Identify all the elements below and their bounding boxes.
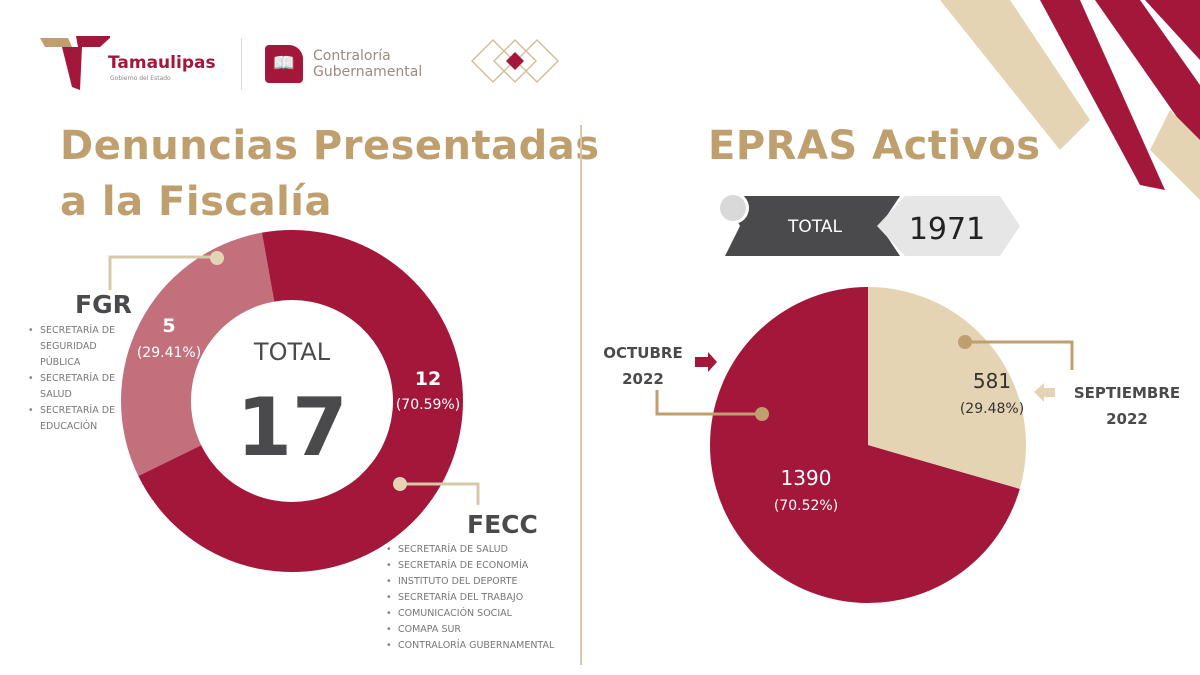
list-item: CONTRALORÍA GUBERNAMENTAL — [386, 638, 586, 654]
left-title-line2: a la Fiscalía — [60, 179, 333, 225]
fgr-pct: (29.41%) — [137, 345, 201, 361]
fgr-leader-dot — [210, 251, 224, 265]
epras-total-value: 1971 — [909, 212, 985, 247]
list-item: SECRETARÍA DE ECONOMÍA — [386, 558, 586, 574]
septiembre-label: SEPTIEMBRE 2022 — [1062, 380, 1192, 432]
donut-total-value: 17 — [236, 381, 347, 474]
septiembre-label-month: SEPTIEMBRE — [1073, 384, 1181, 402]
sep-arrow-icon — [1034, 383, 1055, 402]
list-item: SECRETARÍA DE EDUCACIÓN — [28, 403, 128, 435]
donut-total-label: TOTAL — [253, 338, 331, 366]
fgr-value: 5 — [162, 315, 175, 337]
octubre-label-year: 2022 — [622, 370, 664, 388]
fecc-label: FECC — [467, 510, 538, 539]
sep-pct: (29.48%) — [960, 401, 1024, 417]
fecc-value: 12 — [415, 368, 441, 390]
fecc-pct: (70.59%) — [396, 397, 460, 413]
tamaulipas-logo — [40, 35, 112, 94]
oct-pct: (70.52%) — [774, 498, 838, 514]
fecc-list: SECRETARÍA DE SALUD SECRETARÍA DE ECONOM… — [386, 542, 586, 654]
sep-value: 581 — [973, 369, 1011, 393]
book-icon: 📖 — [265, 45, 303, 83]
banner-circle-icon — [720, 195, 746, 221]
diamond-emblem-icon — [470, 38, 560, 84]
tamaulipas-t-icon — [40, 36, 112, 90]
list-item: COMUNICACIÓN SOCIAL — [386, 606, 586, 622]
fecc-leader-line — [400, 482, 480, 505]
list-item: COMAPA SUR — [386, 622, 586, 638]
tamaulipas-name: Tamaulipas — [108, 53, 216, 73]
list-item: SECRETARÍA DE SALUD — [28, 371, 128, 403]
contraloria-line2: Gubernamental — [313, 64, 423, 80]
donut-slice-fgr[interactable] — [120, 232, 275, 476]
list-item: SECRETARÍA DE SALUD — [386, 542, 586, 558]
oct-value: 1390 — [781, 466, 832, 490]
tamaulipas-sub: Gobierno del Estado — [110, 75, 171, 82]
total-label-banner — [725, 196, 900, 256]
left-title: Denuncias Presentadas a la Fiscalía — [60, 118, 600, 230]
list-item: SECRETARÍA DEL TRABAJO — [386, 590, 586, 606]
contraloria-line1: Contraloría — [313, 48, 391, 64]
septiembre-label-year: 2022 — [1106, 410, 1148, 428]
list-item: SECRETARÍA DE SEGURIDAD PÚBLICA — [28, 323, 128, 371]
donut-slice-fecc[interactable] — [138, 230, 463, 572]
sep-leader-dot — [958, 335, 972, 349]
left-title-line1: Denuncias Presentadas — [60, 123, 600, 169]
donut-chart: TOTAL 17 5 (29.41%) 12 (70.59%) — [108, 230, 480, 572]
contraloria-logo-text: Contraloría Gubernamental — [313, 48, 422, 80]
fgr-list: SECRETARÍA DE SEGURIDAD PÚBLICA SECRETAR… — [28, 323, 128, 435]
fgr-label: FGR — [75, 290, 132, 319]
pie-slice-octubre[interactable] — [710, 287, 1020, 603]
oct-arrow-icon — [695, 352, 717, 372]
section-divider — [580, 125, 582, 665]
octubre-label: OCTUBRE 2022 — [598, 340, 688, 392]
logo-divider — [241, 38, 242, 90]
total-banner: TOTAL 1971 — [717, 192, 1020, 256]
fgr-leader-line — [108, 255, 215, 290]
pie-slice-septiembre[interactable] — [868, 287, 1026, 489]
oct-leader-line — [655, 390, 760, 416]
pie-chart: 581 (29.48%) 1390 (70.52%) — [655, 287, 1074, 603]
list-item: INSTITUTO DEL DEPORTE — [386, 574, 586, 590]
decorative-stripes — [940, 0, 1200, 200]
octubre-label-month: OCTUBRE — [603, 344, 683, 362]
total-value-banner — [877, 196, 1020, 256]
right-title: EPRAS Activos — [708, 123, 1041, 169]
oct-leader-dot — [755, 407, 769, 421]
sep-leader-line — [965, 340, 1074, 370]
fecc-leader-dot — [393, 477, 407, 491]
epras-total-label: TOTAL — [787, 217, 842, 237]
